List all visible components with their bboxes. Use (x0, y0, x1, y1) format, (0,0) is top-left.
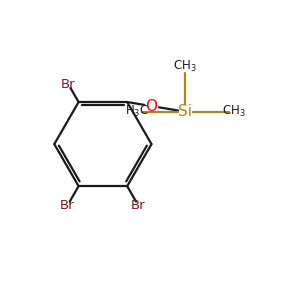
Text: Br: Br (60, 199, 75, 212)
Text: O: O (146, 99, 158, 114)
Text: Si: Si (178, 104, 192, 119)
Text: Br: Br (61, 78, 76, 91)
Text: CH$_3$: CH$_3$ (222, 104, 246, 119)
Text: CH$_3$: CH$_3$ (173, 58, 197, 74)
Text: H$_3$C: H$_3$C (125, 104, 149, 119)
Text: Br: Br (131, 199, 146, 212)
